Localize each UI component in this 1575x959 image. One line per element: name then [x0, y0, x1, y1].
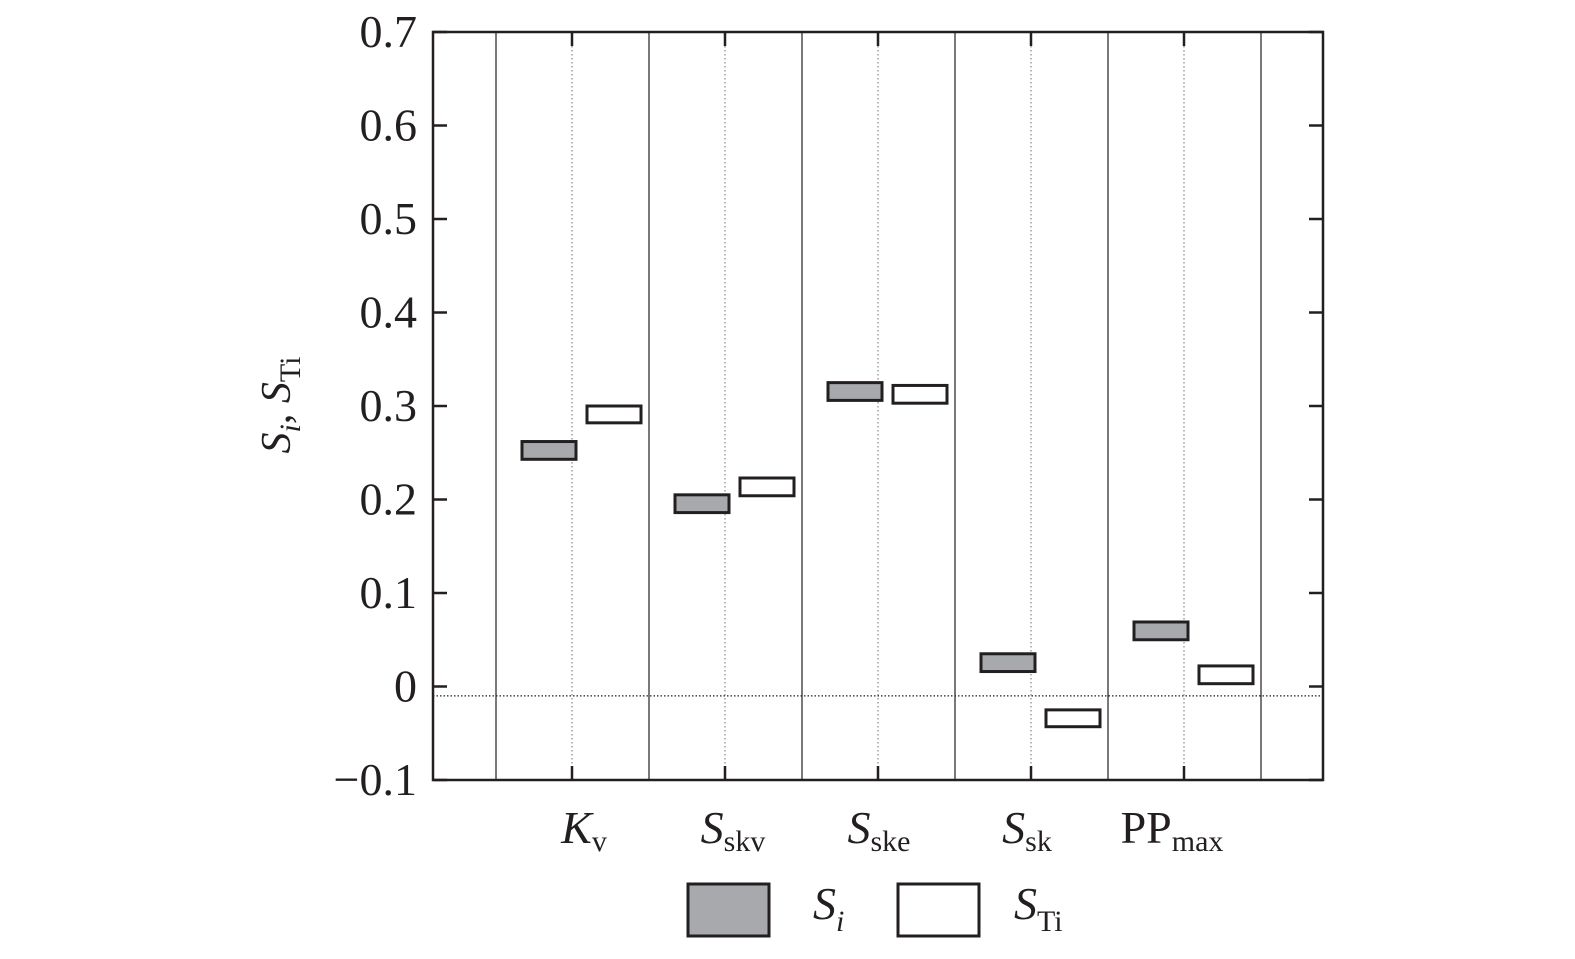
- y-tick-label: 0: [394, 661, 417, 712]
- bar-si-3: [979, 652, 1037, 674]
- category-center-lines: [571, 42, 1185, 768]
- bar-sti-4: [1197, 664, 1255, 686]
- x-category-label: Kv: [560, 802, 607, 858]
- bar-sti-0: [585, 404, 643, 425]
- bar-sti-3: [1044, 708, 1102, 729]
- y-tick-label: 0.1: [360, 567, 418, 618]
- bar-si-4: [1132, 620, 1190, 642]
- legend-swatch-sti: [896, 882, 981, 938]
- y-tick-label: 0.6: [360, 100, 418, 151]
- y-tick-label: 0.5: [360, 193, 418, 244]
- x-category-label: Ssk: [1002, 802, 1052, 858]
- legend-label-sti: STi: [1014, 878, 1063, 938]
- y-axis-ticks: [433, 30, 1323, 782]
- y-axis-label: Si, STi: [254, 357, 307, 454]
- legend-swatch-si: [686, 882, 771, 938]
- bar-si-2: [826, 381, 884, 402]
- x-category-label: PPmax: [1121, 802, 1224, 858]
- legend-label-si: Si: [813, 878, 844, 938]
- x-category-label: Sske: [848, 802, 911, 858]
- y-tick-label: 0.2: [360, 474, 418, 525]
- y-tick-label: 0.4: [360, 287, 418, 338]
- bar-si-0: [520, 440, 578, 461]
- x-category-label: Sskv: [701, 802, 766, 858]
- y-tick-label: 0.3: [360, 380, 418, 431]
- x-axis-ticks: [570, 32, 1186, 780]
- y-tick-label: 0.7: [360, 6, 418, 57]
- bar-sti-2: [891, 383, 949, 405]
- bar-si-1: [673, 493, 731, 515]
- group-dividers: [495, 32, 1262, 780]
- y-tick-label: −0.1: [334, 754, 417, 805]
- bar-sti-1: [738, 476, 796, 498]
- bars: [520, 381, 1255, 729]
- x-axis-category-labels: Kv Sskv Sske Ssk PPmax: [560, 802, 1223, 858]
- legend: Si STi: [686, 878, 1063, 938]
- y-axis-tick-labels: −0.1 0 0.1 0.2 0.3 0.4 0.5 0.6 0.7: [334, 6, 417, 805]
